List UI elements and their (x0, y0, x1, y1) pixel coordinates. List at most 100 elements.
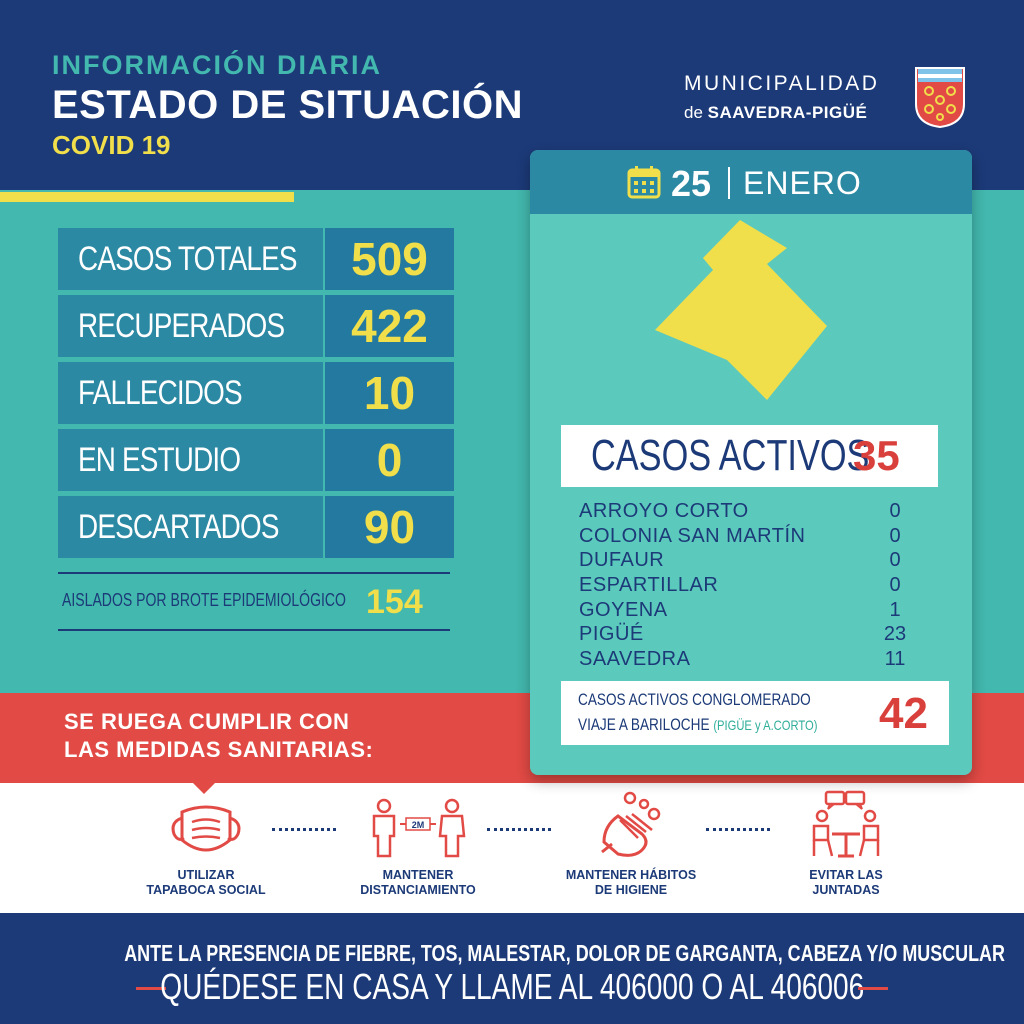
district-map-icon (655, 220, 827, 400)
measure-line1: EVITAR LAS (809, 868, 883, 882)
stat-label-text: DESCARTADOS (78, 508, 279, 546)
cluster-label-trip: VIAJE A BARILOCHE (578, 715, 710, 734)
gathering-icon (812, 790, 880, 858)
cluster-cases-box: CASOS ACTIVOS CONGLOMERADO VIAJE A BARIL… (561, 681, 949, 745)
stat-label: DESCARTADOS (58, 496, 323, 558)
measure-line2: DISTANCIAMIENTO (360, 883, 476, 897)
stat-row-recuperados: RECUPERADOS 422 (58, 295, 454, 357)
active-cases-card: 25 ENERO CASOS ACTIVOS 35 ARROYO CORTO 0… (530, 150, 972, 775)
stat-label: EN ESTUDIO (58, 429, 323, 491)
header-subtitle: INFORMACIÓN DIARIA (52, 50, 382, 80)
mask-icon (171, 805, 241, 852)
active-cases-value: 35 (853, 432, 900, 479)
measure-label-distance: MANTENER DISTANCIAMIENTO (340, 868, 496, 898)
stat-value: 90 (325, 496, 454, 558)
date-header: 25 ENERO (530, 150, 972, 214)
date-month: ENERO (743, 165, 862, 201)
dotted-separator (706, 828, 770, 831)
locality-name: PIGÜÉ (579, 623, 644, 646)
stat-label: FALLECIDOS (58, 362, 323, 424)
locality-name: ESPARTILLAR (579, 574, 719, 597)
measure-line2: TAPABOCA SOCIAL (146, 883, 266, 897)
date-day: 25 (671, 163, 712, 204)
dotted-separator (487, 828, 551, 831)
locality-value: 23 (883, 623, 907, 646)
locality-name: ARROYO CORTO (579, 500, 749, 522)
measure-line2: DE HIGIENE (594, 883, 668, 897)
locality-name: GOYENA (579, 598, 668, 621)
list-item: GOYENA 1 (579, 599, 919, 624)
distance-tag: 2M (412, 820, 425, 830)
measure-line2: JUNTADAS (812, 883, 880, 897)
municipality-line1: MUNICIPALIDAD (684, 72, 880, 95)
locality-value: 0 (889, 524, 901, 547)
stat-row-en-estudio: EN ESTUDIO 0 (58, 429, 454, 491)
measure-label-mask: UTILIZAR TAPABOCA SOCIAL (130, 868, 282, 898)
list-item: PIGÜÉ 23 (579, 623, 919, 648)
stat-value: 422 (325, 295, 454, 357)
footer-dash (136, 987, 166, 990)
measures-heading-line2: LAS MEDIDAS SANITARIAS: (64, 737, 374, 762)
measure-line1: MANTENER (382, 868, 454, 882)
measure-line1: MANTENER HÁBITOS (565, 868, 697, 882)
aislados-value: 154 (366, 583, 423, 621)
divider (58, 629, 450, 631)
measures-heading-line1: SE RUEGA CUMPLIR CON (64, 709, 350, 734)
list-item: DUFAUR 0 (579, 549, 919, 574)
stat-row-descartados: DESCARTADOS 90 (58, 496, 454, 558)
stat-label-text: EN ESTUDIO (78, 441, 241, 479)
stat-value: 10 (325, 362, 454, 424)
cluster-label-line2: VIAJE A BARILOCHE (PIGÜE y A.CORTO) (578, 715, 817, 735)
stat-value: 509 (325, 228, 454, 290)
locality-value: 11 (884, 648, 906, 671)
locality-name: SAAVEDRA (579, 648, 691, 671)
measure-line1: UTILIZAR (177, 868, 235, 882)
municipal-crest-icon (915, 67, 965, 128)
locality-name: DUFAUR (579, 549, 665, 572)
header-underline (0, 192, 294, 202)
distance-icon: 2M (372, 798, 466, 858)
footer-symptoms-text: ANTE LA PRESENCIA DE FIEBRE, TOS, MALEST… (124, 940, 1005, 966)
stat-row-totales: CASOS TOTALES 509 (58, 228, 454, 290)
active-cases-label: CASOS ACTIVOS (591, 431, 870, 480)
stat-label: CASOS TOTALES (58, 228, 323, 290)
stat-value: 0 (325, 429, 454, 491)
banner-pointer (190, 780, 218, 794)
list-item: SAAVEDRA 11 (579, 648, 919, 673)
municipality-prefix: de (684, 103, 703, 122)
list-item: COLONIA SAN MARTÍN 0 (579, 525, 919, 550)
calendar-icon (627, 166, 661, 199)
aislados-label: AISLADOS POR BROTE EPIDEMIOLÓGICO (62, 590, 346, 610)
stat-label-text: CASOS TOTALES (78, 240, 297, 278)
locality-value: 0 (889, 549, 901, 572)
municipality-line2: de SAAVEDRA-PIGÜÉ (684, 103, 867, 123)
dotted-separator (272, 828, 336, 831)
locality-list: ARROYO CORTO 0 COLONIA SAN MARTÍN 0 DUFA… (579, 500, 919, 673)
date-separator (728, 167, 730, 199)
cluster-note: (PIGÜE y A.CORTO) (713, 717, 818, 733)
footer-band (0, 913, 1024, 1024)
locality-value: 1 (889, 598, 901, 621)
stat-label-text: RECUPERADOS (78, 307, 285, 345)
page-title: ESTADO DE SITUACIÓN (52, 83, 524, 127)
divider (58, 572, 450, 574)
footer-dash (858, 987, 888, 990)
locality-value: 0 (889, 574, 901, 597)
municipality-name: SAAVEDRA-PIGÜÉ (707, 103, 868, 122)
handwash-icon (601, 791, 661, 857)
footer-call-text: QUÉDESE EN CASA Y LLAME AL 406000 O AL 4… (159, 966, 864, 1007)
locality-value: 0 (889, 500, 901, 522)
stat-row-fallecidos: FALLECIDOS 10 (58, 362, 454, 424)
footer-symptoms: ANTE LA PRESENCIA DE FIEBRE, TOS, MALEST… (0, 940, 1024, 967)
cluster-label-line1: CASOS ACTIVOS CONGLOMERADO (578, 690, 811, 709)
stat-label: RECUPERADOS (58, 295, 323, 357)
footer-call: QUÉDESE EN CASA Y LLAME AL 406000 O AL 4… (0, 966, 1024, 1008)
measure-label-gatherings: EVITAR LAS JUNTADAS (774, 868, 918, 898)
header-covid: COVID 19 (52, 130, 171, 160)
list-item: ESPARTILLAR 0 (579, 574, 919, 599)
locality-name: COLONIA SAN MARTÍN (579, 524, 806, 547)
measure-label-hygiene: MANTENER HÁBITOS DE HIGIENE (550, 868, 712, 898)
cluster-value: 42 (879, 689, 928, 738)
list-item: ARROYO CORTO 0 (579, 500, 919, 525)
stat-label-text: FALLECIDOS (78, 374, 243, 412)
